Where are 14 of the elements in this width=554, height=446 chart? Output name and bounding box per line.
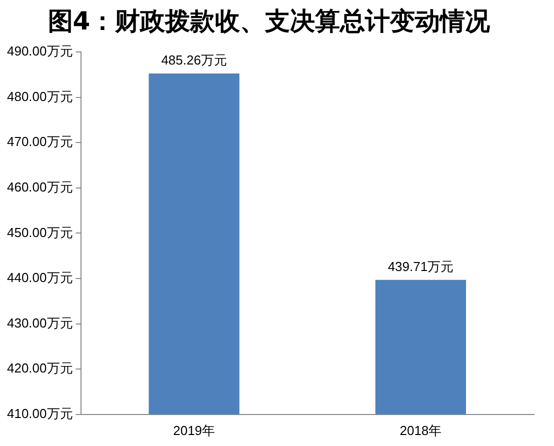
y-tick-label: 420.00万元 bbox=[6, 360, 73, 376]
y-tick-label: 440.00万元 bbox=[6, 270, 73, 286]
y-tick-label: 410.00万元 bbox=[6, 406, 73, 421]
x-tick-label: 2019年 bbox=[173, 422, 216, 438]
y-tick-label: 450.00万元 bbox=[6, 224, 73, 240]
x-tick-label: 2018年 bbox=[400, 422, 442, 438]
data-label: 485.26万元 bbox=[161, 52, 227, 68]
y-tick-label: 430.00万元 bbox=[6, 315, 73, 330]
y-tick-label: 480.00万元 bbox=[6, 88, 73, 104]
y-tick-label: 460.00万元 bbox=[6, 179, 73, 194]
data-label: 439.71万元 bbox=[388, 258, 454, 274]
y-tick-label: 470.00万元 bbox=[6, 134, 73, 150]
y-tick-label: 490.00万元 bbox=[6, 44, 73, 59]
chart-title: 图4：财政拨款收、支决算总计变动情况 bbox=[48, 6, 492, 36]
